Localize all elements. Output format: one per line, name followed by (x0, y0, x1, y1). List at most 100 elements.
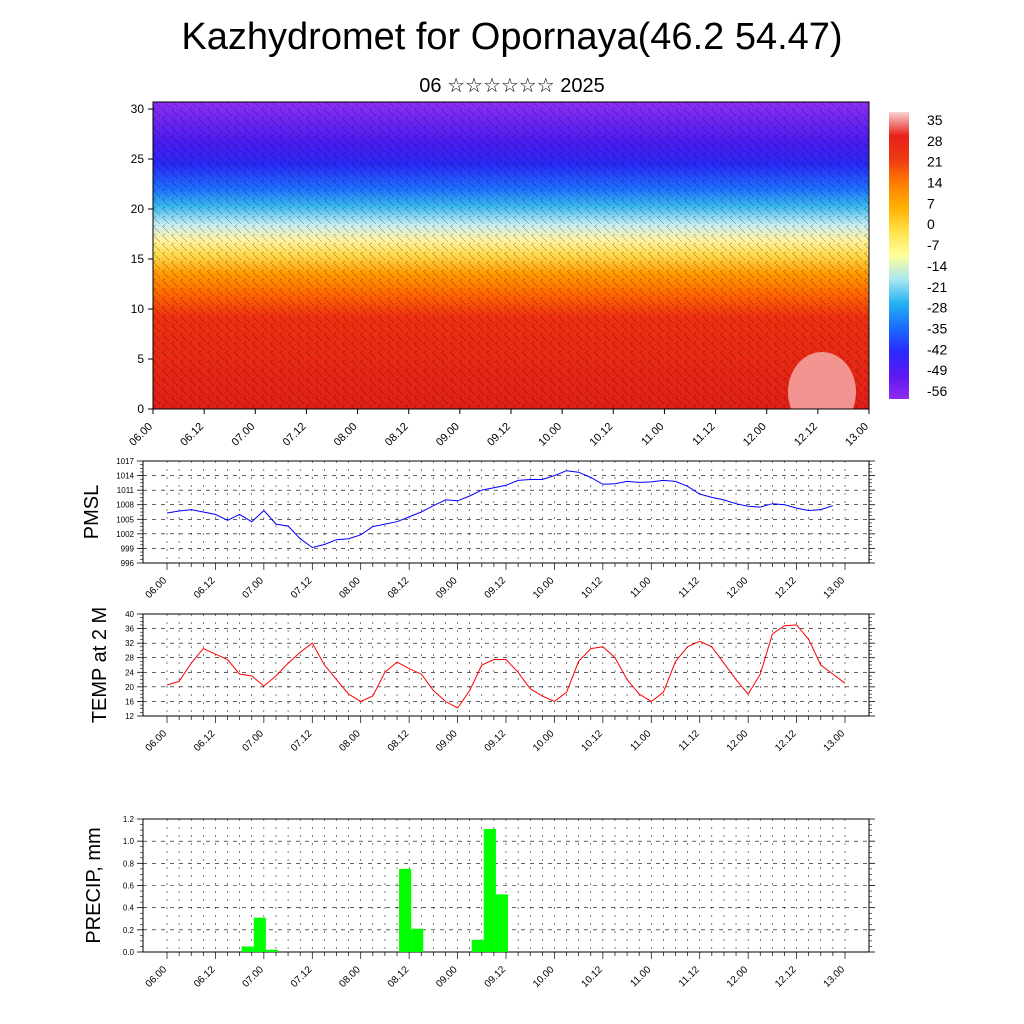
x-tick-label: 11.12 (677, 575, 702, 600)
colorbar-label: 14 (927, 175, 943, 191)
y-axis-title: PMSL (81, 485, 103, 539)
x-tick-label: 10.00 (531, 964, 557, 990)
y-tick-label: 36 (125, 625, 134, 634)
y-tick-label: 0.2 (123, 926, 135, 935)
x-tick-label: 08.00 (332, 421, 360, 449)
x-tick-label: 06.00 (127, 421, 155, 449)
y-tick-label: 0 (137, 402, 144, 416)
y-tick-label: 0.0 (123, 948, 135, 957)
x-tick-label: 12.00 (725, 728, 751, 754)
x-tick-label: 07.00 (229, 421, 257, 449)
colorbar-label: -49 (927, 362, 947, 378)
colorbar-label: 0 (927, 216, 935, 232)
precip-bar (399, 868, 412, 952)
x-tick-label: 12.00 (741, 421, 769, 449)
x-tick-label: 09.12 (483, 728, 509, 754)
data-line (166, 470, 834, 549)
y-tick-label: 20 (125, 683, 134, 692)
y-tick-label: 1011 (117, 486, 135, 495)
warm-spot (788, 352, 856, 409)
x-tick-label: 10.00 (531, 728, 557, 754)
x-tick-label: 11.12 (677, 964, 702, 989)
x-tick-label: 06.00 (144, 964, 170, 990)
precip-bar (253, 917, 266, 952)
page-title: Kazhydromet for Opornaya(46.2 54.47) (181, 16, 843, 58)
x-tick-label: 08.12 (386, 964, 412, 990)
x-tick-label: 06.00 (144, 575, 170, 601)
x-tick-label: 10.12 (580, 964, 606, 990)
y-tick-label: 1005 (116, 515, 134, 524)
x-tick-label: 09.12 (483, 964, 509, 990)
precip-bar (241, 946, 254, 952)
y-tick-label: 1017 (116, 457, 134, 466)
precip-bar (265, 949, 278, 952)
x-tick-label: 09.00 (434, 421, 462, 449)
colorbar-label: 21 (927, 154, 943, 170)
x-tick-label: 12.12 (773, 964, 799, 990)
precip-bar (411, 928, 424, 952)
precip-panel: 0.0 0.2 0.4 0.6 0.8 1.0 1.2 06.00 06.12 07.00 07.1… (83, 815, 875, 990)
precip-bar (483, 828, 496, 952)
x-tick-label: 09.00 (434, 728, 460, 754)
panel-frame (142, 613, 870, 717)
x-tick-label: 11.00 (628, 575, 653, 600)
x-tick-label: 07.12 (289, 575, 315, 601)
colorbar-label: 28 (927, 133, 943, 149)
x-tick-label: 11.00 (628, 728, 653, 753)
y-tick-label: 5 (137, 352, 144, 366)
y-tick-label: 30 (131, 102, 145, 116)
x-tick-label: 12.12 (773, 575, 799, 601)
x-tick-label: 07.00 (241, 575, 267, 601)
x-tick-label: 12.00 (725, 964, 751, 990)
colorbar-label: -14 (927, 258, 947, 274)
x-tick-label: 12.00 (725, 575, 751, 601)
x-tick-label: 09.12 (483, 575, 509, 601)
colorbar-label: -28 (927, 300, 947, 316)
x-tick-label: 06.00 (144, 728, 170, 754)
x-tick-label: 13.00 (822, 964, 848, 990)
y-tick-label: 20 (131, 202, 145, 216)
x-tick-label: 10.12 (580, 728, 606, 754)
x-tick-label: 10.12 (580, 575, 606, 601)
x-tick-label: 06.12 (192, 728, 218, 754)
colorbar: 35 28 21 14 7 0 -7 -14 -21 -28 -35 -42 -49 -56 (889, 112, 947, 399)
y-tick-label: 1002 (116, 530, 134, 539)
colorbar-label: 7 (927, 195, 935, 211)
x-tick-label: 08.00 (337, 728, 363, 754)
y-tick-label: 0.4 (123, 904, 135, 913)
x-tick-label: 08.12 (386, 575, 412, 601)
temp-panel: 12 16 20 24 28 32 36 40 06.00 06.12 07.00 07.12 08.0… (89, 607, 875, 754)
pmsl-panel: 996 999 1002 1005 1008 1011 1014 1017 06.00 06.12… (81, 457, 875, 601)
x-tick-label: 07.00 (241, 964, 267, 990)
y-tick-label: 996 (121, 559, 135, 568)
y-tick-label: 1014 (116, 472, 134, 481)
x-tick-label: 13.00 (822, 575, 848, 601)
x-tick-label: 10.00 (536, 421, 564, 449)
y-tick-label: 16 (125, 697, 134, 706)
x-tick-label: 06.12 (178, 421, 206, 449)
x-tick-label: 10.00 (531, 575, 557, 601)
cross-section-panel: 0 5 10 15 20 25 30 06.00 06.12 07.00 07.12 08.00 08.… (127, 101, 871, 449)
colorbar-label: -21 (927, 279, 947, 295)
y-tick-label: 1.2 (123, 815, 135, 824)
x-tick-label: 08.12 (383, 421, 411, 449)
x-tick-label: 06.12 (192, 964, 218, 990)
x-tick-label: 06.12 (192, 575, 218, 601)
y-axis-title: PRECIP, mm (83, 827, 105, 943)
x-tick-label: 07.12 (289, 964, 315, 990)
x-tick-label: 11.00 (628, 964, 653, 989)
x-tick-label: 08.00 (337, 964, 363, 990)
y-tick-label: 15 (131, 252, 145, 266)
x-tick-label: 08.00 (337, 575, 363, 601)
x-tick-label: 11.00 (639, 421, 666, 448)
page-subtitle: 06 ☆☆☆☆☆☆ 2025 (419, 75, 605, 97)
y-tick-label: 32 (125, 639, 134, 648)
x-tick-label: 07.12 (289, 728, 315, 754)
x-tick-label: 12.12 (773, 728, 799, 754)
precip-bar (471, 939, 484, 952)
y-tick-label: 0.8 (123, 859, 135, 868)
y-tick-label: 10 (131, 302, 145, 316)
y-axis-title: TEMP at 2 M (89, 607, 111, 723)
x-tick-label: 12.12 (792, 421, 820, 449)
